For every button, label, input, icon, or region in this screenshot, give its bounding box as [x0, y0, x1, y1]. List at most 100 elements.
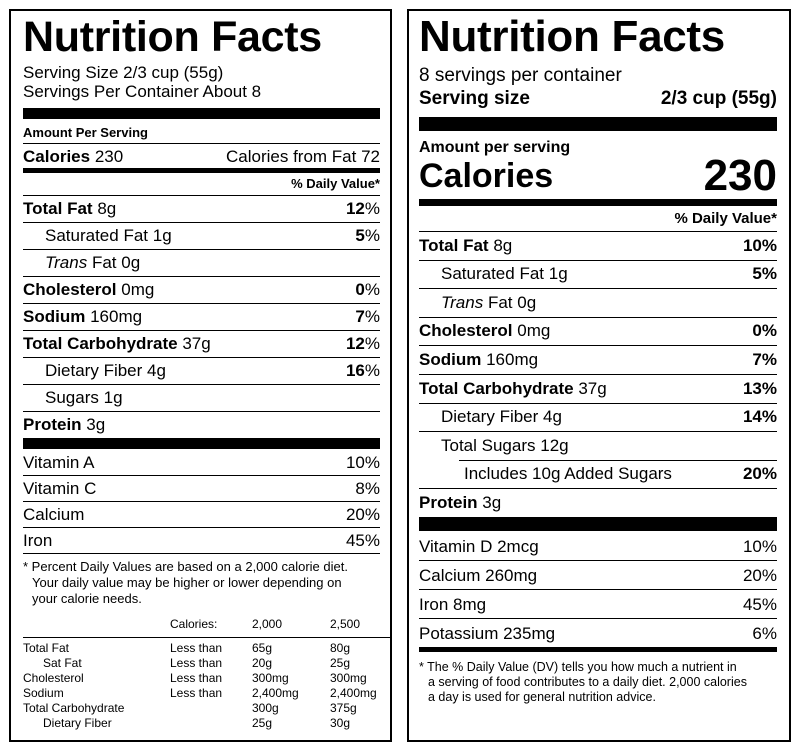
- nutrient-name-cell: Trans Fat 0g: [419, 293, 536, 312]
- daily-value: 12: [345, 334, 365, 353]
- calories-row: Calories 230: [419, 151, 777, 200]
- nutrient-name: Fat: [91, 253, 117, 272]
- nutrient-amount: 1g: [152, 226, 172, 245]
- nutrient-name: Total Carbohydrate: [23, 334, 178, 353]
- nutrient-row: Protein 3g: [419, 488, 777, 517]
- nutrient-list: Total Fat 8g 12% Saturated Fat 1g 5% Trans F…: [23, 195, 380, 438]
- serving-size-row: Serving size 2/3 cup (55g): [419, 87, 777, 111]
- footnote-line: * The % Daily Value (DV) tells you how m…: [419, 659, 737, 674]
- reference-cell: 300g: [252, 700, 279, 715]
- footnote-line: a day is used for general nutrition advi…: [428, 689, 656, 704]
- thick-divider: [23, 438, 380, 449]
- nutrient-row: Total Fat 8g 12%: [23, 195, 380, 222]
- nutrient-name-cell: Sodium 160mg: [419, 350, 538, 369]
- nutrient-row: Cholesterol 0mg 0%: [23, 276, 380, 303]
- daily-value-cell: 7%: [355, 307, 380, 326]
- reference-row: Sodium Less than 2,400mg 2,400mg: [23, 686, 390, 701]
- calories-value: 230: [703, 151, 777, 200]
- nutrient-name: Saturated Fat: [441, 264, 545, 284]
- reference-cell: Less than: [170, 670, 223, 685]
- medium-divider: [419, 199, 777, 206]
- reference-cell: Less than: [170, 640, 223, 655]
- reference-cell: 2,400mg: [330, 685, 377, 700]
- nutrient-name-cell: Dietary Fiber 4g: [419, 407, 562, 426]
- reference-row: Total Fat Less than 65g 80g: [23, 641, 390, 656]
- nutrient-amount: 0mg: [517, 321, 551, 341]
- nutrient-name: Dietary Fiber: [441, 407, 539, 427]
- nutrient-name: Sodium: [419, 349, 482, 369]
- nutrient-row: Saturated Fat 1g 5%: [23, 222, 380, 249]
- vitamin-row: Potassium 235mg 6%: [419, 617, 777, 647]
- nutrient-name-cell: Dietary Fiber 4g: [23, 361, 166, 380]
- reference-row: Cholesterol Less than 300mg 300mg: [23, 671, 390, 686]
- nutrient-row: Includes 10g Added Sugars 20%: [459, 459, 777, 489]
- reference-separator-line: [23, 637, 390, 641]
- nutrient-name-cell: Saturated Fat 1g: [419, 264, 568, 283]
- daily-value: 0: [355, 280, 365, 299]
- nutrient-name-cell: Protein 3g: [419, 493, 501, 512]
- calories-value: 230: [94, 147, 124, 166]
- reference-cell: Sat Fat: [43, 655, 82, 670]
- nutrient-amount: 4g: [147, 361, 166, 380]
- calories-from-fat: Calories from Fat 72: [226, 147, 380, 166]
- medium-divider: [419, 646, 777, 652]
- vitamin-row: Iron 45%: [23, 527, 380, 553]
- percent-sign: %: [364, 307, 380, 326]
- nutrient-name-cell: Total Sugars 12g: [419, 436, 569, 455]
- nutrient-amount: 8g: [97, 199, 117, 218]
- nutrient-row: Total Sugars 12g: [419, 431, 777, 460]
- nutrient-name-cell: Total Carbohydrate 37g: [419, 379, 607, 398]
- vitamin-row: Iron 8mg 45%: [419, 588, 777, 618]
- nutrient-row: Total Fat 8g 10%: [419, 231, 777, 260]
- footnote: * Percent Daily Values are based on a 2,…: [23, 559, 380, 607]
- vitamin-daily-value: 10%: [742, 536, 777, 556]
- daily-value-header: % Daily Value*: [674, 210, 777, 227]
- serving-size-value: 2/3 cup (55g): [660, 88, 777, 109]
- amount-per-serving: Amount per serving: [419, 139, 571, 156]
- servings-per-container: Servings Per Container About 8: [23, 82, 262, 101]
- vitamin-name: Calcium 260mg: [419, 565, 538, 585]
- nutrient-name: Total Sugars: [441, 435, 536, 455]
- vitamin-name: Iron 8mg: [419, 594, 487, 614]
- reference-cell: 80g: [330, 640, 351, 655]
- footnote: * The % Daily Value (DV) tells you how m…: [419, 660, 777, 705]
- vitamin-daily-value: 20%: [742, 565, 777, 585]
- label-title: Nutrition Facts: [419, 12, 725, 61]
- daily-value-cell: 16%: [346, 361, 380, 380]
- nutrient-row: Sugars 1g: [23, 384, 380, 411]
- nutrient-amount: 12g: [540, 435, 569, 455]
- vitamin-row: Vitamin C 8%: [23, 475, 380, 501]
- calories-row: Calories 230 Calories from Fat 72: [23, 144, 380, 166]
- vitamin-daily-value: 45%: [742, 594, 777, 614]
- daily-value-cell: 12%: [346, 334, 380, 353]
- nutrient-name: Sugars: [45, 388, 99, 407]
- divider: [23, 553, 380, 554]
- daily-value: 7%: [752, 349, 777, 369]
- daily-value: 5%: [752, 264, 777, 284]
- reference-cell: Sodium: [23, 685, 64, 700]
- vitamin-daily-value: 10%: [345, 453, 380, 472]
- nutrient-name-cell: Saturated Fat 1g: [23, 226, 172, 245]
- vitamin-name: Vitamin A: [23, 453, 95, 472]
- nutrient-name: Trans: [45, 253, 88, 272]
- percent-sign: %: [364, 334, 380, 353]
- nutrient-amount: 4g: [543, 407, 562, 427]
- reference-cell: [170, 701, 252, 716]
- reference-cell: 25g: [330, 655, 351, 670]
- reference-cell: Dietary Fiber: [43, 715, 112, 730]
- nutrient-name-cell: Sodium 160mg: [23, 307, 142, 326]
- reference-row: Dietary Fiber 25g 30g: [23, 716, 390, 731]
- nutrient-row: Total Carbohydrate 37g 13%: [419, 373, 777, 403]
- daily-value: 5: [355, 226, 365, 245]
- footnote-line: Your daily value may be higher or lower …: [32, 575, 342, 590]
- vitamin-daily-value: 45%: [345, 531, 380, 550]
- vitamin-daily-value: 20%: [345, 505, 380, 524]
- calories-label: Calories: [419, 157, 554, 195]
- nutrient-name: Fat: [487, 292, 513, 312]
- nutrient-name-cell: Includes 10g Added Sugars: [459, 464, 672, 483]
- nutrient-name: Total Fat: [419, 235, 489, 255]
- daily-value: 7: [355, 307, 365, 326]
- nutrient-name-cell: Trans Fat 0g: [23, 253, 140, 272]
- reference-row: Sat Fat Less than 20g 25g: [23, 656, 390, 671]
- nutrient-name: Protein: [23, 415, 82, 434]
